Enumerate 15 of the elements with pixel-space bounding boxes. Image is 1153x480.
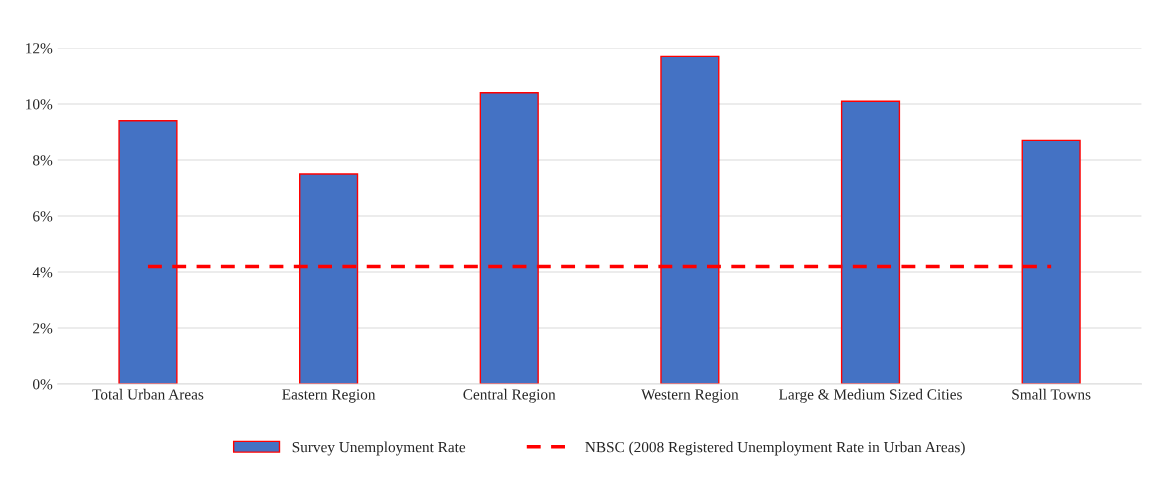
y-tick-label: 6% xyxy=(33,211,53,222)
y-tick-label: 2% xyxy=(33,323,53,334)
x-tick-label: Western Region xyxy=(641,389,739,403)
legend-label: NBSC (2008 Registered Unemployment Rate in Urban Areas) xyxy=(585,441,965,456)
y-tick-label: 8% xyxy=(33,155,53,166)
x-tick-label: Large & Medium Sized Cities xyxy=(779,388,962,403)
x-tick-label: Central Region xyxy=(463,388,556,403)
x-tick-label: Eastern Region xyxy=(282,389,376,403)
x-tick-label: Total Urban Areas xyxy=(92,388,204,400)
y-tick-label: 12% xyxy=(26,43,53,54)
x-tick-label: Small Towns xyxy=(1012,388,1091,400)
y-tick-label: 0% xyxy=(33,379,53,390)
legend-label: Survey Unemployment Rate xyxy=(292,441,466,456)
y-tick-label: 4% xyxy=(32,267,53,278)
y-tick-label: 10% xyxy=(26,99,53,110)
